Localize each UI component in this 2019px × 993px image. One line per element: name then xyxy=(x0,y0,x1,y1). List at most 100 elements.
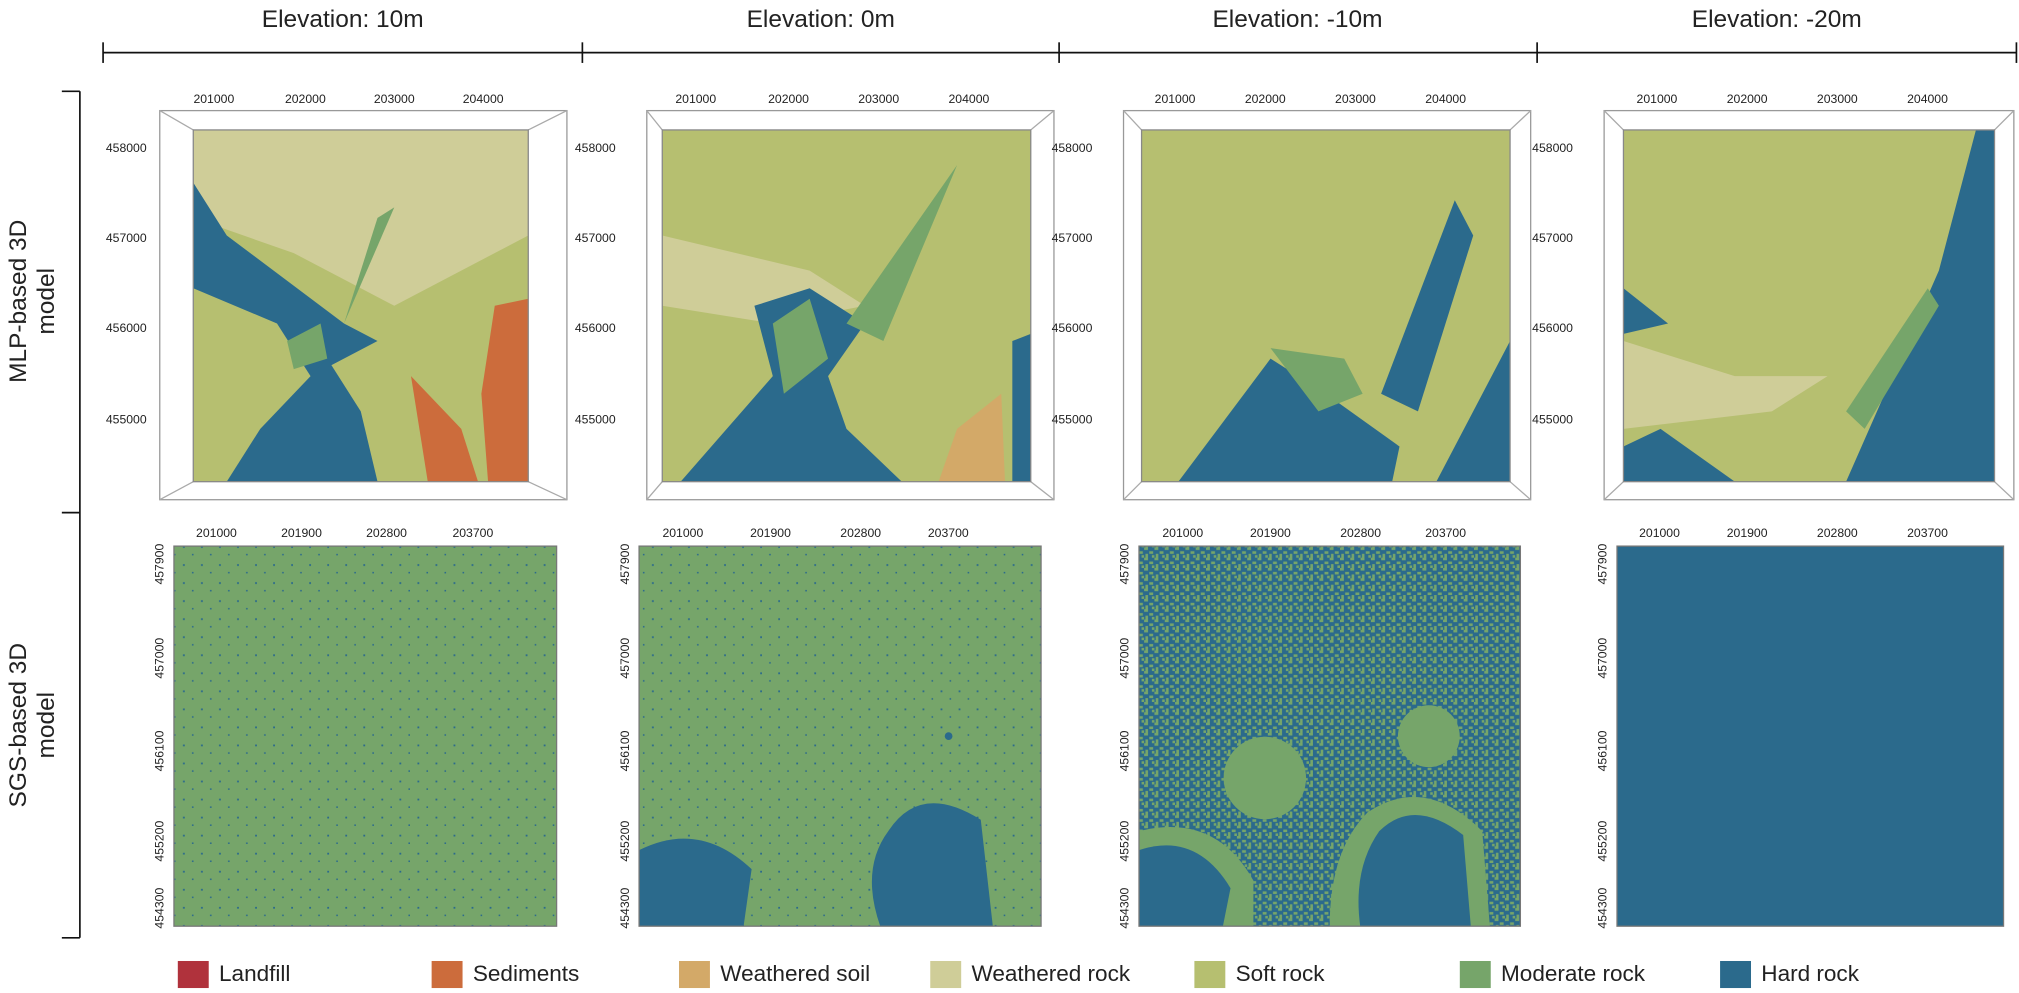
frame-edge xyxy=(1123,481,1143,501)
y-tick-label: 458000 xyxy=(106,141,147,155)
rock-unit xyxy=(1846,288,1939,429)
legend-swatch xyxy=(177,960,209,989)
y-tick-label: 455200 xyxy=(618,821,632,862)
y-tick-label: 455000 xyxy=(1532,413,1573,427)
legend-label: Hard rock xyxy=(1761,961,1859,986)
row-label: SGS-based 3D xyxy=(5,643,32,808)
frame-edge xyxy=(1994,110,2015,131)
frame-edge xyxy=(1603,481,1624,501)
legend-swatch xyxy=(1194,960,1226,989)
rock-unit xyxy=(1178,358,1400,482)
mlp-panel: 201000 202000 203000 204000 458000 457000 4560… xyxy=(1532,92,2015,501)
y-tick-label: 457000 xyxy=(1052,231,1093,245)
rock-unit xyxy=(1436,340,1511,482)
rock-unit xyxy=(1138,845,1231,927)
x-tick-label: 201900 xyxy=(750,526,791,540)
legend-swatch xyxy=(1459,960,1491,989)
frame-edge xyxy=(527,481,568,501)
y-tick-label: 457000 xyxy=(1596,638,1610,679)
map-border xyxy=(638,545,1042,927)
frame-edge xyxy=(1030,481,1055,501)
rock-unit xyxy=(944,732,953,741)
x-tick-label: 203700 xyxy=(928,526,969,540)
frame-edge xyxy=(1603,110,1624,131)
y-tick-label: 457000 xyxy=(1532,231,1573,245)
x-tick-label: 201900 xyxy=(1727,526,1768,540)
map-border xyxy=(173,545,558,927)
x-tick-label: 202000 xyxy=(1245,92,1286,106)
y-tick-label: 455000 xyxy=(575,413,616,427)
legend-label: Landfill xyxy=(219,961,290,986)
sgs-panel: 201000 201900 202800 203700 457900 457000 4561… xyxy=(1596,526,2005,929)
row-label: model xyxy=(33,692,60,759)
mlp-panel: 201000 202000 203000 204000 458000 457000 4560… xyxy=(106,92,568,501)
map-border xyxy=(1616,545,2005,927)
rock-unit xyxy=(1223,736,1307,820)
legend-label: Moderate rock xyxy=(1501,961,1646,986)
map-border xyxy=(192,129,529,483)
y-tick-label: 457000 xyxy=(153,638,167,679)
y-tick-label: 456100 xyxy=(1596,730,1610,771)
rock-unit xyxy=(193,182,378,377)
x-tick-label: 201000 xyxy=(1155,92,1196,106)
legend-label: Sediments xyxy=(473,961,579,986)
y-tick-label: 454300 xyxy=(1118,888,1132,929)
y-tick-label: 458000 xyxy=(1052,141,1093,155)
x-tick-label: 202800 xyxy=(1817,526,1858,540)
x-tick-label: 204000 xyxy=(1907,92,1948,106)
rock-unit xyxy=(1623,288,1669,334)
x-tick-label: 203000 xyxy=(374,92,415,106)
y-tick-label: 454300 xyxy=(153,888,167,929)
legend-swatch xyxy=(431,960,463,989)
x-tick-label: 201000 xyxy=(193,92,234,106)
x-tick-label: 202000 xyxy=(768,92,809,106)
x-tick-label: 202800 xyxy=(840,526,881,540)
y-tick-label: 456000 xyxy=(1532,321,1573,335)
x-tick-label: 201000 xyxy=(1162,526,1203,540)
column-title: Elevation: 0m xyxy=(747,6,895,33)
rock-unit xyxy=(1012,333,1031,482)
column-title: Elevation: 10m xyxy=(262,6,424,33)
x-tick-label: 203000 xyxy=(1817,92,1858,106)
y-tick-label: 456100 xyxy=(1118,730,1132,771)
x-tick-label: 203700 xyxy=(1907,526,1948,540)
x-tick-label: 202000 xyxy=(1727,92,1768,106)
rock-unit xyxy=(639,838,752,927)
x-tick-label: 201000 xyxy=(1637,92,1678,106)
y-tick-label: 457000 xyxy=(106,231,147,245)
rock-unit xyxy=(772,298,829,394)
rock-unit xyxy=(1397,705,1460,768)
y-tick-label: 457900 xyxy=(1118,544,1132,585)
frame-edge xyxy=(527,110,568,131)
rock-unit xyxy=(1623,340,1828,429)
frame-edge xyxy=(1509,481,1532,501)
y-tick-label: 454300 xyxy=(1596,888,1610,929)
frame-edge xyxy=(1509,110,1532,131)
y-tick-label: 457900 xyxy=(153,544,167,585)
map-border xyxy=(661,129,1032,483)
frame-edge xyxy=(1030,110,1055,131)
x-tick-label: 202800 xyxy=(1340,526,1381,540)
y-tick-label: 456000 xyxy=(575,321,616,335)
x-tick-label: 203000 xyxy=(1335,92,1376,106)
map-border xyxy=(1140,129,1511,483)
y-tick-label: 456100 xyxy=(618,730,632,771)
y-tick-label: 455000 xyxy=(1052,413,1093,427)
sgs-panel: 201000 201900 202800 203700 457900 457000 4561… xyxy=(618,526,1042,929)
frame-edge xyxy=(1123,110,1143,131)
y-tick-label: 456100 xyxy=(153,730,167,771)
y-tick-label: 455200 xyxy=(153,821,167,862)
rock-unit xyxy=(1270,348,1363,412)
rock-unit xyxy=(481,298,529,482)
x-tick-label: 203700 xyxy=(452,526,493,540)
legend-label: Weathered rock xyxy=(971,961,1130,986)
sgs-panel: 201000 201900 202800 203700 457900 457000 4561… xyxy=(153,526,558,929)
rock-unit xyxy=(193,129,529,306)
column-title: Elevation: -10m xyxy=(1212,6,1382,33)
x-tick-label: 201000 xyxy=(675,92,716,106)
x-tick-label: 201000 xyxy=(196,526,237,540)
map-border xyxy=(1138,545,1522,927)
y-tick-label: 455000 xyxy=(106,413,147,427)
legend-swatch xyxy=(679,960,710,989)
sgs-panel: 201000 201900 202800 203700 457900 457000 4561… xyxy=(1118,526,1522,929)
